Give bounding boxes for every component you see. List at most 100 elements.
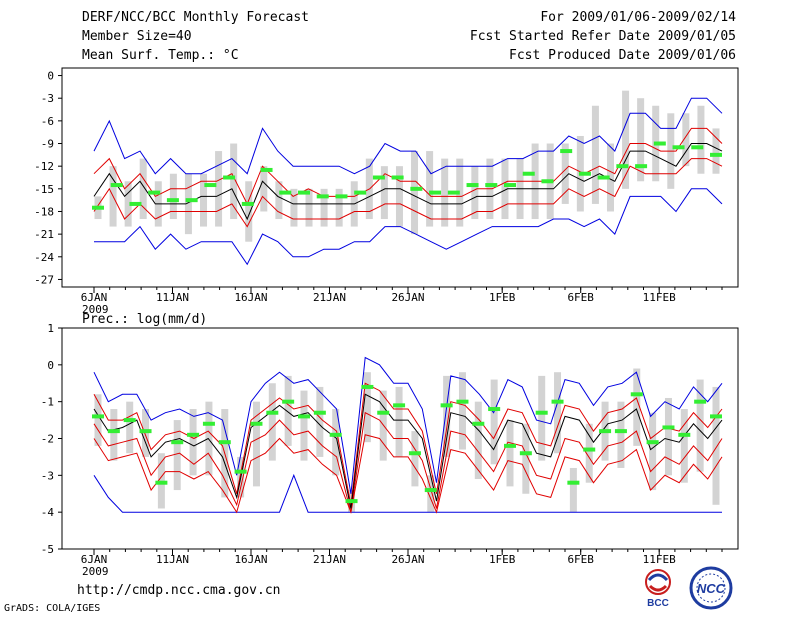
- median-mark: [171, 440, 184, 445]
- spread-box: [637, 98, 645, 182]
- median-mark: [691, 145, 704, 150]
- footer-url[interactable]: http://cmdp.ncc.cma.gov.cn: [77, 583, 281, 598]
- median-mark: [630, 392, 643, 397]
- panel-2: 1 0 -1 -2 -3 -4 -5 6JAN 11JAN 16JAN 21JAN 26JAN 1FEB…: [41, 312, 739, 578]
- y-tick-label: -5: [41, 543, 54, 556]
- spread-box: [230, 143, 238, 220]
- spread-box: [633, 368, 641, 446]
- median-mark: [266, 410, 279, 415]
- x-tick-label: 1FEB: [489, 553, 516, 566]
- y-tick-label: 1: [47, 322, 54, 335]
- median-mark: [472, 421, 485, 426]
- y-tick-label: -24: [34, 251, 54, 264]
- median-mark: [298, 414, 310, 419]
- median-mark: [329, 432, 342, 437]
- median-mark: [653, 141, 666, 146]
- median-mark: [614, 429, 627, 434]
- spread-box: [443, 375, 451, 457]
- median-mark: [616, 164, 629, 169]
- spread-box: [441, 158, 449, 227]
- median-mark: [578, 171, 591, 176]
- max-line: [93, 356, 723, 494]
- chart-title: DERF/NCC/BCC Monthly Forecast: [82, 10, 309, 25]
- min-line: [93, 473, 722, 513]
- spread-box: [554, 372, 562, 454]
- max-line: [93, 97, 723, 175]
- y-tick-label: 0: [47, 359, 54, 372]
- median-mark: [298, 190, 310, 195]
- median-mark: [567, 480, 580, 485]
- produced-date: Fcst Produced Date 2009/01/06: [509, 48, 736, 63]
- median-mark: [710, 414, 722, 419]
- median-mark: [377, 410, 390, 415]
- median-mark: [456, 399, 469, 404]
- spread-box: [139, 158, 147, 220]
- lower-spread-line-2: [93, 434, 723, 515]
- spread-box: [458, 372, 466, 450]
- median-mark: [391, 175, 404, 180]
- spread-box: [411, 431, 419, 487]
- median-mark: [148, 190, 161, 195]
- median-mark: [519, 451, 532, 456]
- ncc-logo-icon: NCC: [689, 566, 733, 610]
- spread-box: [252, 401, 260, 487]
- x-tick-label: 6FEB: [567, 553, 594, 566]
- x-tick-label: 26JAN: [391, 291, 424, 304]
- x-tick-label: 11JAN: [156, 291, 189, 304]
- median-mark: [282, 399, 295, 404]
- spread-box: [471, 166, 479, 220]
- spread-box: [697, 105, 705, 174]
- plot-frame: [61, 67, 739, 288]
- spread-box: [622, 90, 630, 189]
- median-mark: [361, 384, 374, 389]
- median-mark: [410, 186, 423, 191]
- spread-box: [275, 181, 283, 220]
- median-mark: [92, 414, 104, 419]
- median-mark: [107, 429, 120, 434]
- spread-box: [316, 386, 324, 457]
- median-mark: [139, 429, 152, 434]
- median-mark: [202, 421, 215, 426]
- y-tick-label: -3: [41, 92, 54, 105]
- y-tick-label: -21: [34, 228, 54, 241]
- grads-credit: GrADS: COLA/IGES: [4, 603, 101, 614]
- x-tick-label: 11FEB: [643, 291, 676, 304]
- median-mark: [110, 183, 123, 188]
- median-mark: [485, 183, 498, 188]
- median-mark: [551, 399, 564, 404]
- median-mark: [424, 488, 437, 493]
- median-mark: [646, 440, 659, 445]
- median-mark: [504, 443, 516, 448]
- spread-box: [569, 467, 577, 513]
- median-mark: [710, 152, 722, 157]
- spread-box: [712, 128, 720, 174]
- median-mark: [335, 194, 348, 199]
- spread-box: [124, 181, 132, 227]
- spread-box: [284, 375, 292, 446]
- median-mark: [166, 198, 179, 203]
- year-label: 2009: [82, 565, 109, 578]
- spread-box: [205, 401, 213, 476]
- spread-box: [522, 423, 530, 494]
- x-tick-label: 1FEB: [489, 291, 516, 304]
- spread-box: [268, 383, 276, 461]
- median-mark: [678, 432, 691, 437]
- spread-box: [696, 379, 704, 472]
- median-mark: [372, 175, 385, 180]
- median-mark: [466, 183, 479, 188]
- median-mark: [185, 198, 198, 203]
- x-tick-label: 6JAN: [81, 553, 108, 566]
- spread-box: [474, 401, 482, 480]
- median-mark: [522, 171, 535, 176]
- start-date: Fcst Started Refer Date 2009/01/05: [469, 29, 736, 44]
- median-mark: [504, 183, 516, 188]
- spread-box: [300, 390, 308, 461]
- median-mark: [241, 201, 254, 206]
- x-tick-label: 21JAN: [313, 291, 346, 304]
- spread-box: [585, 423, 593, 483]
- y-tick-label: -1: [41, 396, 54, 409]
- spread-box: [712, 386, 720, 505]
- median-mark: [694, 399, 707, 404]
- median-mark: [541, 179, 554, 184]
- x-tick-label: 21JAN: [313, 553, 346, 566]
